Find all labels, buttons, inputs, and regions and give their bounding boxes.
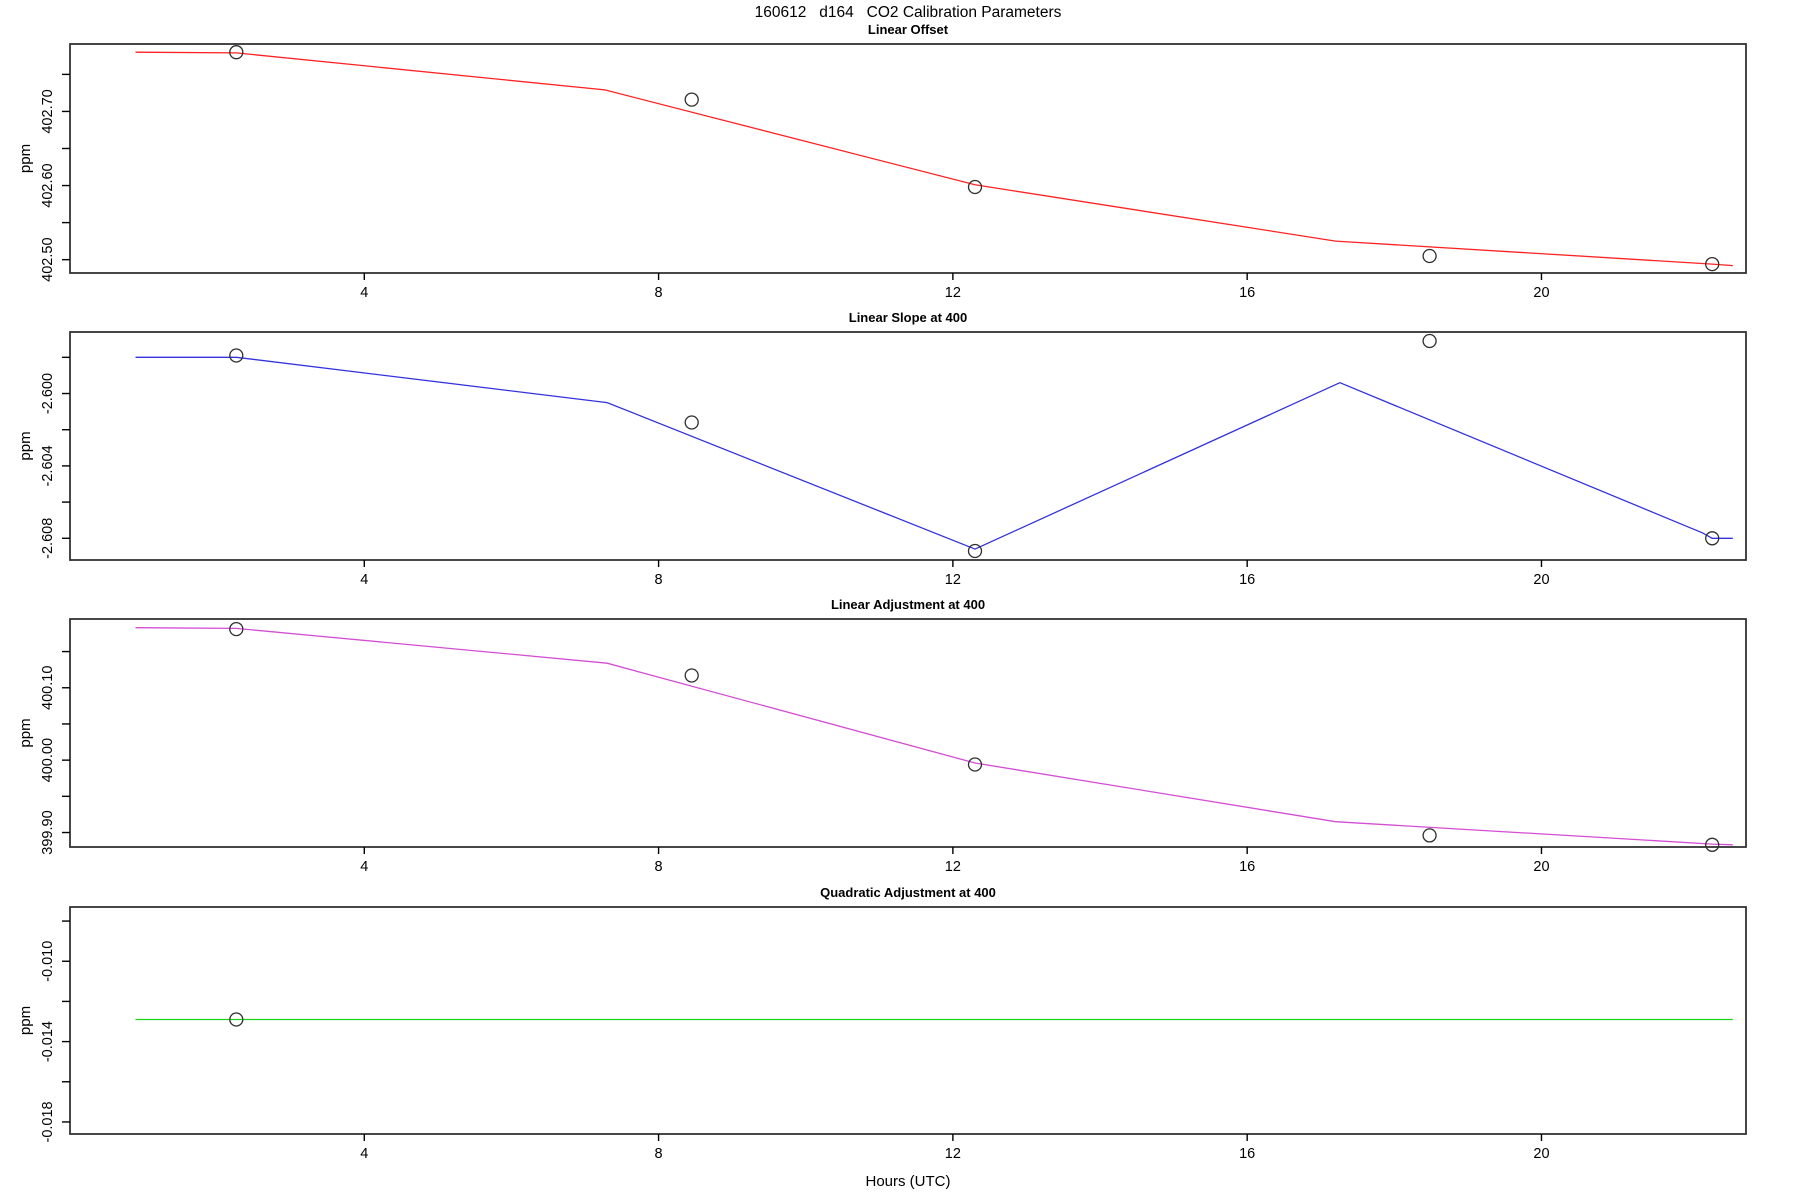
- data-point: [229, 621, 244, 637]
- y-axis-unit-label: ppm: [17, 1006, 34, 1035]
- x-tick-label: 20: [1533, 285, 1549, 301]
- x-tick-label: 4: [360, 1146, 368, 1162]
- x-tick-label: 8: [655, 285, 663, 301]
- x-tick-label: 16: [1239, 1146, 1255, 1162]
- data-point: [229, 1012, 244, 1027]
- panel-box: [69, 618, 1747, 848]
- series-line: [135, 356, 1733, 550]
- y-tick-label: -2.608: [40, 518, 56, 559]
- x-tick-label: 20: [1533, 572, 1549, 588]
- data-point: [1422, 333, 1437, 349]
- series-line: [135, 51, 1733, 267]
- data-point: [229, 348, 244, 363]
- x-axis-label: Hours (UTC): [865, 1173, 951, 1190]
- y-tick-label: 400.00: [40, 738, 56, 782]
- y-tick-label: -0.014: [40, 1021, 56, 1062]
- data-point: [1422, 248, 1437, 264]
- x-tick-label: 12: [945, 859, 961, 875]
- x-tick-label: 8: [655, 572, 663, 588]
- x-tick-label: 4: [360, 285, 368, 301]
- x-tick-label: 12: [945, 285, 961, 301]
- y-tick-label: -2.604: [40, 445, 56, 486]
- data-point: [967, 179, 983, 195]
- panel-box: [69, 906, 1747, 1135]
- panel-quadratic-adjustment-at-400: 4 8 12 16 20 -0.010 -0.014 -0.018 ppm: [17, 906, 1747, 1162]
- panel-linear-slope-at-400: 4 8 12 16 20 -2.600 -2.604 -2.608 ppm: [17, 331, 1747, 588]
- panel-title-linear-slope: Linear Slope at 400: [848, 310, 968, 325]
- y-tick-label: 402.70: [40, 89, 56, 133]
- y-tick-label: 400.10: [40, 666, 56, 710]
- y-tick-label: 402.50: [40, 237, 56, 281]
- panel-box: [69, 331, 1747, 561]
- data-point: [967, 543, 983, 559]
- y-axis-unit-label: ppm: [17, 144, 34, 173]
- data-point: [684, 92, 699, 107]
- panel-title-linear-offset: Linear Offset: [867, 22, 949, 37]
- y-tick-label: 399.90: [40, 810, 56, 854]
- x-tick-label: 16: [1239, 572, 1255, 588]
- x-tick-label: 12: [945, 1146, 961, 1162]
- y-axis-unit-label: ppm: [17, 431, 34, 460]
- series-line: [135, 627, 1733, 846]
- data-point: [1705, 256, 1720, 272]
- x-tick-label: 8: [655, 1146, 663, 1162]
- data-point: [1705, 531, 1720, 546]
- data-point: [229, 45, 244, 60]
- panel-title-quadratic-adjustment: Quadratic Adjustment at 400: [820, 885, 996, 900]
- panel-linear-adjustment-at-400: 4 8 12 16 20 400.10 400.00 399.90 ppm: [17, 618, 1747, 875]
- panel-title-linear-adjustment: Linear Adjustment at 400: [830, 597, 986, 612]
- x-tick-label: 4: [360, 572, 368, 588]
- data-point: [1422, 828, 1437, 843]
- y-tick-label: -2.600: [40, 373, 56, 414]
- data-point: [1705, 837, 1720, 852]
- panel-linear-offset: 4 8 12 16 20 402.70 402.60 402.50 ppm: [17, 43, 1747, 301]
- y-tick-label: -0.018: [40, 1101, 56, 1142]
- x-tick-label: 4: [360, 859, 368, 875]
- x-tick-label: 20: [1533, 859, 1549, 875]
- data-point: [684, 415, 699, 430]
- data-point: [967, 757, 983, 772]
- y-tick-label: -0.010: [40, 941, 56, 982]
- y-axis-unit-label: ppm: [17, 718, 34, 747]
- figure-title: 160612 d164 CO2 Calibration Parameters: [754, 4, 1062, 21]
- x-tick-label: 16: [1239, 859, 1255, 875]
- x-tick-label: 8: [655, 859, 663, 875]
- y-tick-label: 402.60: [40, 163, 56, 207]
- x-tick-label: 20: [1533, 1146, 1549, 1162]
- x-tick-label: 16: [1239, 285, 1255, 301]
- panel-box: [69, 43, 1747, 274]
- data-point: [684, 668, 699, 683]
- x-tick-label: 12: [945, 572, 961, 588]
